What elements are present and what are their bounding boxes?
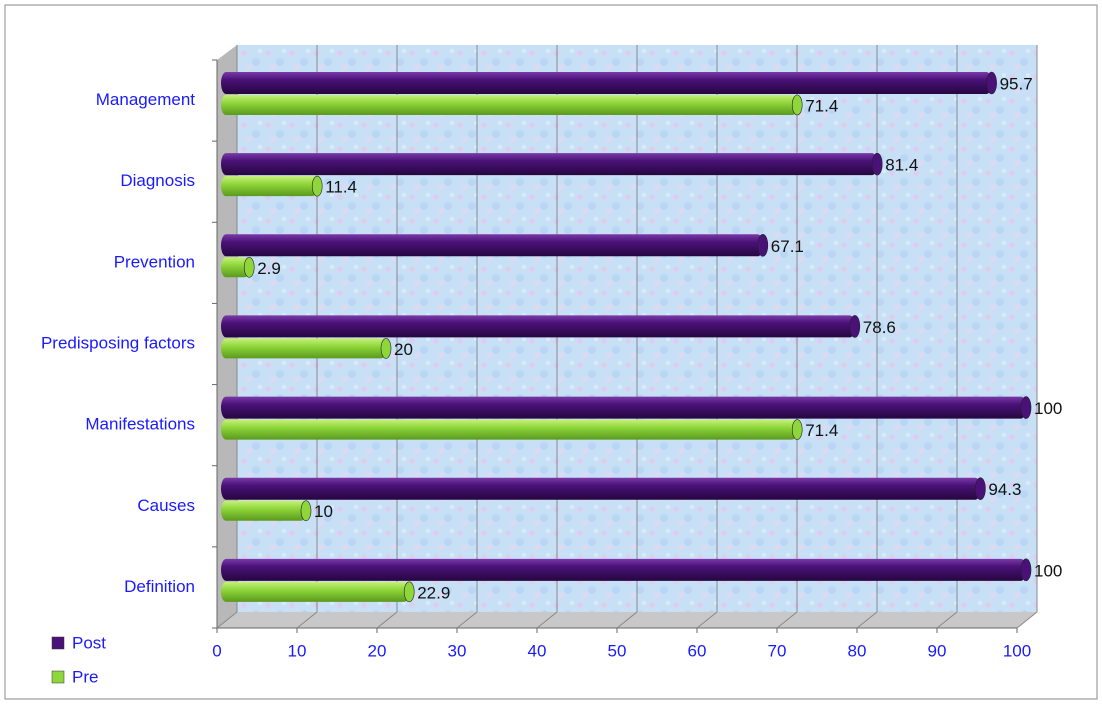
bar bbox=[221, 95, 798, 115]
bar bbox=[221, 257, 250, 278]
x-tick-label: 0 bbox=[212, 641, 221, 660]
y-tick-label: Definition bbox=[124, 577, 195, 596]
x-tick-label: 80 bbox=[848, 641, 867, 660]
value-label: 100 bbox=[1034, 399, 1062, 418]
y-tick-label: Prevention bbox=[114, 252, 195, 271]
grid-line bbox=[216, 611, 238, 629]
grid-line bbox=[296, 611, 318, 629]
legend-label: Post bbox=[72, 633, 106, 652]
grid-line bbox=[376, 611, 398, 629]
x-tick-label: 20 bbox=[368, 641, 387, 660]
y-tick-label: Predisposing factors bbox=[41, 333, 195, 352]
bar-cap bbox=[300, 500, 312, 522]
x-tick-label: 40 bbox=[528, 641, 547, 660]
value-label: 22.9 bbox=[417, 583, 450, 602]
bar bbox=[221, 338, 386, 359]
grid-line bbox=[616, 611, 638, 629]
x-tick-label: 70 bbox=[768, 641, 787, 660]
value-label: 94.3 bbox=[988, 480, 1021, 499]
bar-cap bbox=[871, 152, 883, 176]
bar-cap bbox=[757, 233, 769, 257]
bar bbox=[221, 500, 306, 521]
bar-cap bbox=[311, 175, 323, 197]
legend-swatch bbox=[51, 670, 65, 684]
bar-cap bbox=[986, 71, 997, 95]
bar bbox=[221, 72, 992, 94]
value-label: 81.4 bbox=[885, 156, 918, 175]
y-tick-label: Management bbox=[96, 90, 196, 109]
value-label: 71.4 bbox=[805, 421, 838, 440]
value-label: 10 bbox=[314, 502, 333, 521]
grid-line bbox=[856, 611, 878, 629]
grid-line bbox=[936, 611, 958, 629]
value-label: 95.7 bbox=[1000, 74, 1033, 93]
x-tick-label: 90 bbox=[928, 641, 947, 660]
y-tick-label: Manifestations bbox=[85, 415, 195, 434]
bar-cap bbox=[791, 94, 803, 116]
value-label: 11.4 bbox=[325, 178, 357, 197]
bar-cap bbox=[243, 256, 255, 278]
x-tick-label: 10 bbox=[288, 641, 307, 660]
value-label: 78.6 bbox=[863, 318, 896, 337]
value-label: 67.1 bbox=[771, 237, 804, 256]
grid-line bbox=[536, 611, 558, 629]
grid-line bbox=[696, 611, 718, 629]
grid-line bbox=[1016, 611, 1038, 629]
value-label: 100 bbox=[1034, 561, 1062, 580]
bar bbox=[221, 419, 798, 440]
bar bbox=[221, 176, 318, 197]
bar bbox=[221, 396, 1026, 419]
x-tick-label: 50 bbox=[608, 641, 627, 660]
x-tick-label: 100 bbox=[1003, 641, 1031, 660]
x-tick-label: 30 bbox=[448, 641, 467, 660]
bar bbox=[221, 477, 981, 500]
bar-cap bbox=[791, 419, 803, 440]
bar-cap bbox=[849, 315, 861, 338]
bar bbox=[221, 234, 763, 257]
bar bbox=[221, 153, 878, 176]
bar-cap bbox=[403, 581, 415, 603]
value-label: 71.4 bbox=[805, 96, 838, 115]
legend-label: Pre bbox=[72, 667, 98, 686]
bar-cap bbox=[380, 338, 392, 359]
bar-cap bbox=[975, 477, 986, 501]
bar-cap bbox=[1020, 558, 1032, 582]
value-label: 20 bbox=[394, 340, 413, 359]
bar-cap bbox=[1020, 396, 1032, 419]
bar bbox=[221, 581, 410, 602]
bar bbox=[221, 558, 1026, 581]
x-tick-label: 60 bbox=[688, 641, 707, 660]
legend-swatch bbox=[51, 636, 65, 650]
grid-line bbox=[776, 611, 798, 629]
grid-line bbox=[456, 611, 478, 629]
bar bbox=[221, 315, 855, 338]
y-tick-label: Causes bbox=[137, 496, 195, 515]
value-label: 2.9 bbox=[257, 259, 281, 278]
y-tick-label: Diagnosis bbox=[120, 171, 195, 190]
